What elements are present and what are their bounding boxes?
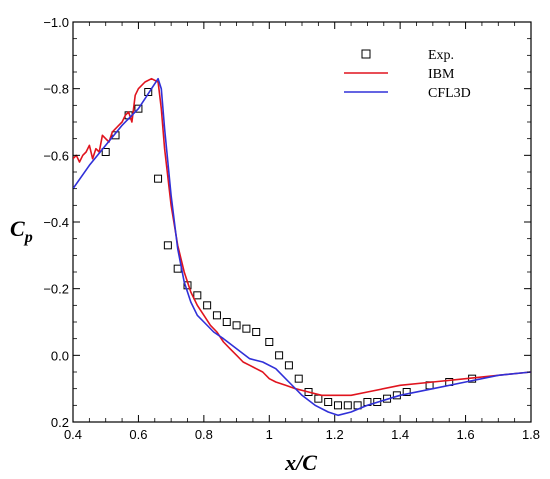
y-tick-label: −1.0: [43, 15, 69, 30]
series-line-ibm: [73, 77, 531, 397]
y-tick-label: 0.0: [51, 348, 69, 363]
data-point: [343, 401, 352, 410]
data-point: [101, 148, 110, 156]
legend-label-exp: Exp.: [428, 48, 454, 63]
y-axis-title-main: C: [10, 216, 25, 241]
series-layer: [73, 77, 531, 417]
data-point: [333, 401, 342, 410]
y-axis-title-sub: p: [23, 229, 33, 246]
data-point: [173, 264, 182, 273]
legend-label-cfl3d: CFL3D: [428, 86, 471, 101]
labels-layer: x/C Cp: [10, 216, 317, 475]
x-tick-label: 1.4: [391, 427, 409, 442]
data-point: [203, 301, 212, 310]
plot-area: [72, 21, 532, 423]
data-point: [222, 318, 231, 326]
data-point: [294, 374, 303, 383]
y-tick-label: −0.6: [43, 148, 69, 163]
x-tick-label: 0.8: [195, 427, 213, 442]
x-tick-label: 1.6: [457, 427, 475, 442]
data-point: [232, 321, 241, 330]
data-point: [284, 361, 293, 370]
series-points-exp: [101, 88, 477, 410]
x-axis-title: x/C: [284, 450, 317, 475]
data-point: [314, 394, 323, 403]
x-tick-label: 1.2: [326, 427, 344, 442]
data-point: [402, 388, 411, 396]
data-point: [154, 174, 163, 183]
legend-label-ibm: IBM: [428, 67, 455, 82]
x-tick-label: 1: [266, 427, 273, 442]
data-point: [275, 351, 284, 360]
plot-frame: [72, 21, 532, 423]
data-point: [144, 88, 153, 96]
legend-marker-exp: [361, 49, 371, 59]
y-axis-title: Cp: [10, 216, 33, 246]
data-point: [252, 328, 261, 336]
data-point: [242, 324, 251, 333]
ticks-layer: 0.4 0.6 0.8 1 1.2 1.4 1.6 1.8 −1.0 −0.8 −0.6 −0.4 −0…: [43, 15, 540, 442]
data-point: [212, 311, 221, 320]
y-tick-label: −0.8: [43, 82, 69, 97]
data-point: [265, 338, 274, 346]
x-tick-label: 0.6: [129, 427, 147, 442]
legend: Exp. IBM CFL3D: [344, 48, 471, 101]
data-point: [193, 291, 202, 300]
y-tick-label: 0.2: [51, 415, 69, 430]
y-tick-label: −0.4: [43, 215, 69, 230]
y-tick-label: −0.2: [43, 282, 69, 297]
data-point: [324, 398, 333, 406]
x-tick-label: 1.8: [522, 427, 540, 442]
x-tick-label: 0.4: [64, 427, 82, 442]
series-line-cfl3d: [73, 77, 531, 417]
data-point: [163, 241, 172, 250]
